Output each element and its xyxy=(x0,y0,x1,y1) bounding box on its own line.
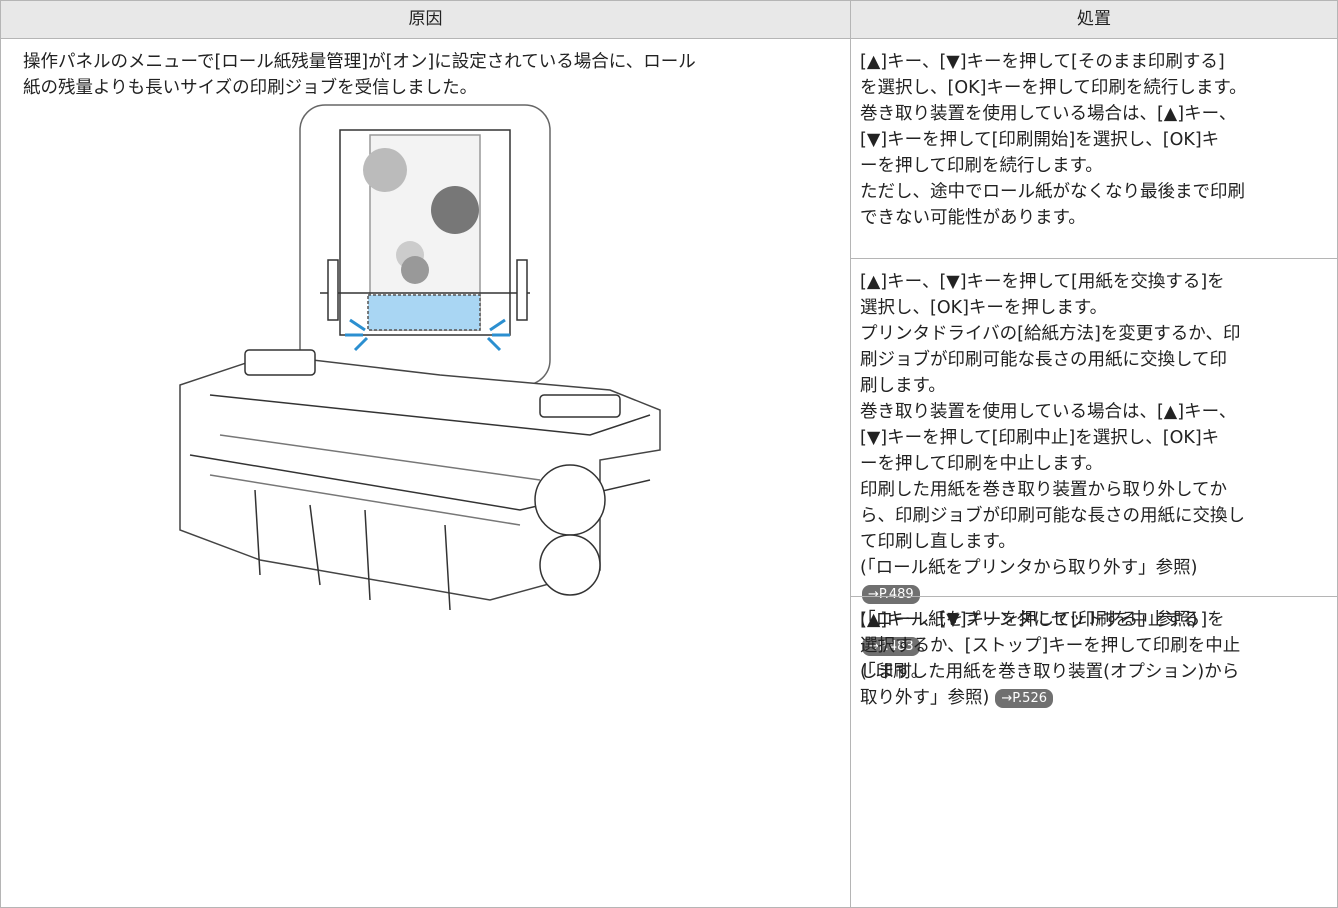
text-line: て印刷し直します。 xyxy=(860,532,1016,552)
text-line: 選択するか、[ストップ]キーを押して印刷を中止 xyxy=(860,636,1241,656)
text-line: 刷ジョブが印刷可能な長さの用紙に交換して印 xyxy=(860,350,1227,370)
header-cell: 処置 xyxy=(850,0,1338,39)
text-line: [▲]キー、[▼]キーを押して[そのまま印刷する] xyxy=(860,52,1225,72)
text-line: を選択し、[OK]キーを押して印刷を続行します。 xyxy=(860,78,1247,98)
text-line: ら、印刷ジョブが印刷可能な長さの用紙に交換し xyxy=(860,506,1245,526)
page-link[interactable]: →P.489 xyxy=(862,584,920,604)
text-line: (「ロール紙をプリンタから取り外す」参照) xyxy=(860,558,1198,578)
text: 取り外す」参照) xyxy=(860,688,990,708)
page-link[interactable]: →P.526 xyxy=(995,688,1053,708)
text-line: 刷します。 xyxy=(860,376,946,396)
text-line: (「ロール紙をプリンタにセットする」参照) xyxy=(860,610,1198,630)
text-line: ーを押して印刷を続行します。 xyxy=(860,156,1103,176)
text-line: します。 xyxy=(860,662,929,682)
text-line: [▲]キー、[▼]キーを押して[印刷を中止する]を xyxy=(860,610,1225,630)
cause-cell: 操作パネルのメニューで[ロール紙残量管理]が[オン]に設定されている場合に、ロー… xyxy=(0,38,851,908)
text-line: [▼]キーを押して[印刷開始]を選択し、[OK]キ xyxy=(860,130,1220,150)
page-link[interactable]: →P.483 xyxy=(862,636,920,656)
action-cell: [▲]キー、[▼]キーを押して[そのまま印刷する] を選択し、[OK]キーを押して… xyxy=(850,38,1338,259)
text-line: 巻き取り装置を使用している場合は、[▲]キー、 xyxy=(860,104,1237,124)
action-cell: [▲]キー、[▼]キーを押して[印刷を中止する]を 選択するか、[ストップ]キーを… xyxy=(850,596,1338,908)
text-line: (「印刷した用紙を巻き取り装置(オプション)から xyxy=(860,662,1240,682)
text-line: →P.489 xyxy=(860,581,1337,607)
text-line: [▲]キー、[▼]キーを押して[用紙を交換する]を xyxy=(860,272,1225,292)
text-line: →P.483 xyxy=(860,633,1337,659)
text-line: 紙の残量よりも長いサイズの印刷ジョブを受信しました。 xyxy=(23,78,478,98)
text-line: 操作パネルのメニューで[ロール紙残量管理]が[オン]に設定されている場合に、ロー… xyxy=(23,52,696,72)
header-cell: 原因 xyxy=(0,0,851,39)
text-line: 取り外す」参照) →P.526 xyxy=(860,685,1337,711)
text-line: 選択し、[OK]キーを押します。 xyxy=(860,298,1108,318)
printer-illustration xyxy=(179,104,661,611)
text-line: プリンタドライバの[給紙方法]を変更するか、印 xyxy=(860,324,1241,344)
text-line: 印刷した用紙を巻き取り装置から取り外してか xyxy=(860,480,1227,500)
text-line: できない可能性があります。 xyxy=(860,208,1086,228)
action-cell: [▲]キー、[▼]キーを押して[用紙を交換する]を 選択し、[OK]キーを押します… xyxy=(850,258,1338,708)
text-line: 巻き取り装置を使用している場合は、[▲]キー、 xyxy=(860,402,1237,422)
text-line: ーを押して印刷を中止します。 xyxy=(860,454,1103,474)
text-line: [▼]キーを押して[印刷中止]を選択し、[OK]キ xyxy=(860,428,1220,448)
text-line: ただし、途中でロール紙がなくなり最後まで印刷 xyxy=(860,182,1245,202)
